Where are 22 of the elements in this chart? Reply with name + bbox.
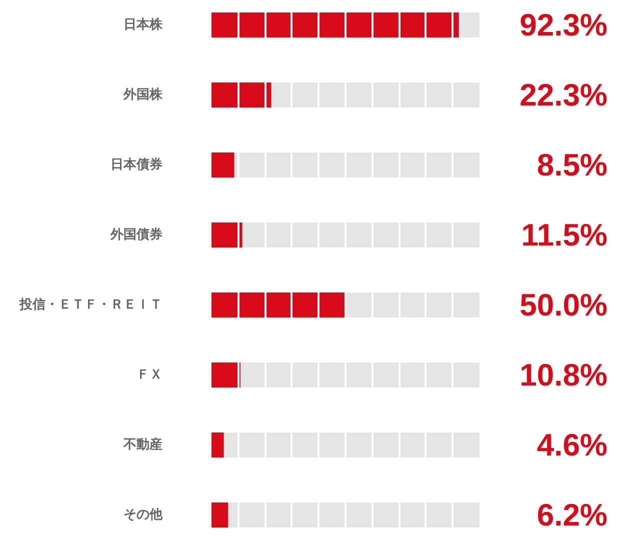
bar xyxy=(212,362,240,388)
data-label: 6.2% xyxy=(536,498,608,532)
y-tick-label: 日本債券 xyxy=(110,158,162,172)
y-tick-label: 投信・ＥＴＦ・ＲＥＩＴ xyxy=(18,298,162,312)
bar xyxy=(212,82,272,108)
y-tick-label: 外国債券 xyxy=(110,228,162,242)
bar xyxy=(212,432,224,458)
y-tick-label: その他 xyxy=(124,508,164,522)
data-label: 50.0% xyxy=(520,288,608,322)
data-label: 92.3% xyxy=(520,8,608,42)
y-tick-label: 外国株 xyxy=(122,88,164,102)
data-label: 8.5% xyxy=(536,148,608,182)
data-label: 22.3% xyxy=(520,78,608,112)
bar xyxy=(212,152,234,178)
y-tick-label: ＦＸ xyxy=(136,368,162,382)
bar xyxy=(212,222,242,248)
y-tick-label: 日本株 xyxy=(124,18,164,32)
y-tick-label: 不動産 xyxy=(122,436,162,452)
data-label: 4.6% xyxy=(536,428,608,462)
data-label: 11.5% xyxy=(521,218,608,252)
data-label: 10.8% xyxy=(520,358,608,392)
bar xyxy=(212,502,228,528)
